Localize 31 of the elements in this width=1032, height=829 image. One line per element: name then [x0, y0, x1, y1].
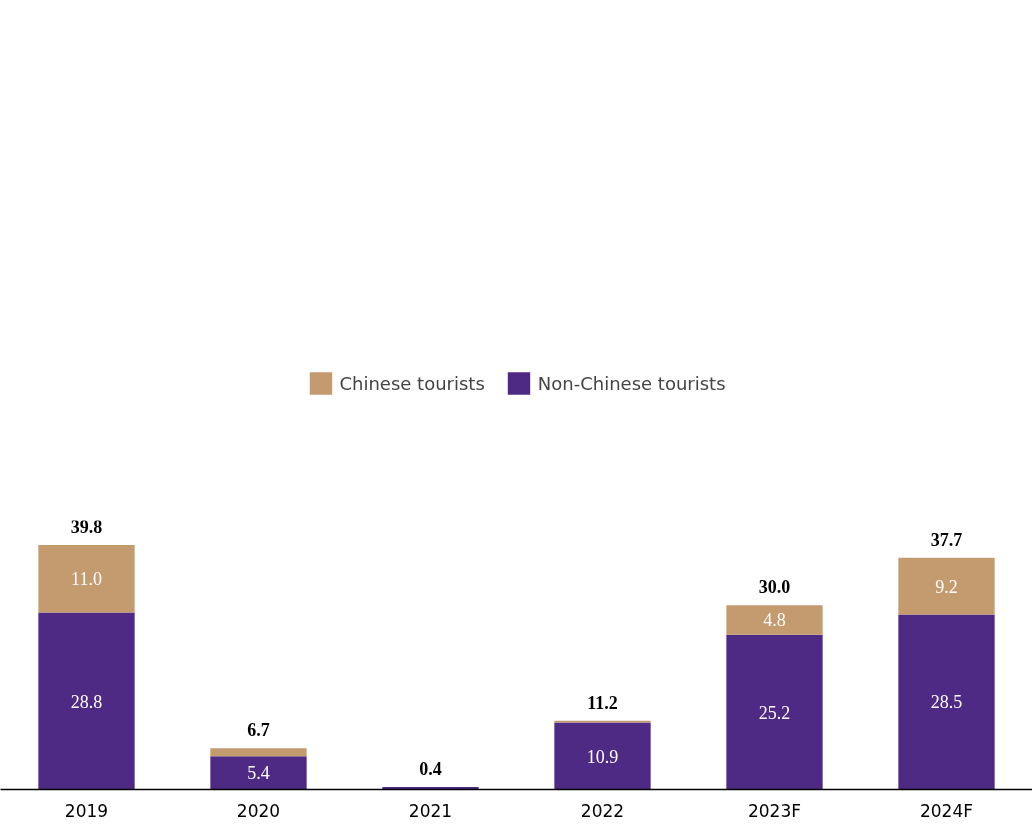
x-tick-label: 2023F — [747, 800, 802, 821]
x-tick-label: 2022 — [580, 800, 625, 821]
bar — [726, 605, 823, 635]
x-tick-label: 2020 — [236, 800, 281, 821]
total-label: 11.2 — [587, 692, 618, 713]
bar — [210, 748, 307, 757]
data-label: 4.8 — [763, 610, 786, 631]
data-label: 11.0 — [71, 569, 102, 590]
x-tick-label: 2024F — [919, 800, 974, 821]
total-label: 39.8 — [70, 516, 103, 537]
bar — [898, 557, 995, 615]
x-tick-label: 2019 — [64, 800, 109, 821]
bar — [38, 612, 135, 790]
bar — [898, 614, 995, 790]
x-tick-label: 2021 — [408, 800, 453, 821]
bar — [210, 756, 307, 790]
bar — [38, 544, 135, 613]
data-label: 9.2 — [935, 576, 958, 597]
total-label: 0.4 — [419, 759, 442, 780]
bar — [554, 722, 651, 790]
total-label: 37.7 — [930, 529, 963, 550]
bar — [726, 634, 823, 790]
data-label: 28.5 — [930, 692, 963, 713]
data-label: 28.8 — [70, 691, 103, 712]
data-label: 5.4 — [247, 763, 270, 784]
data-label: 25.2 — [758, 702, 791, 723]
total-label: 6.7 — [247, 720, 270, 741]
total-label: 30.0 — [758, 577, 791, 598]
data-label: 10.9 — [586, 746, 619, 767]
legend-label: Chinese tourists — [339, 372, 485, 394]
legend-label: Non-Chinese tourists — [537, 372, 726, 394]
